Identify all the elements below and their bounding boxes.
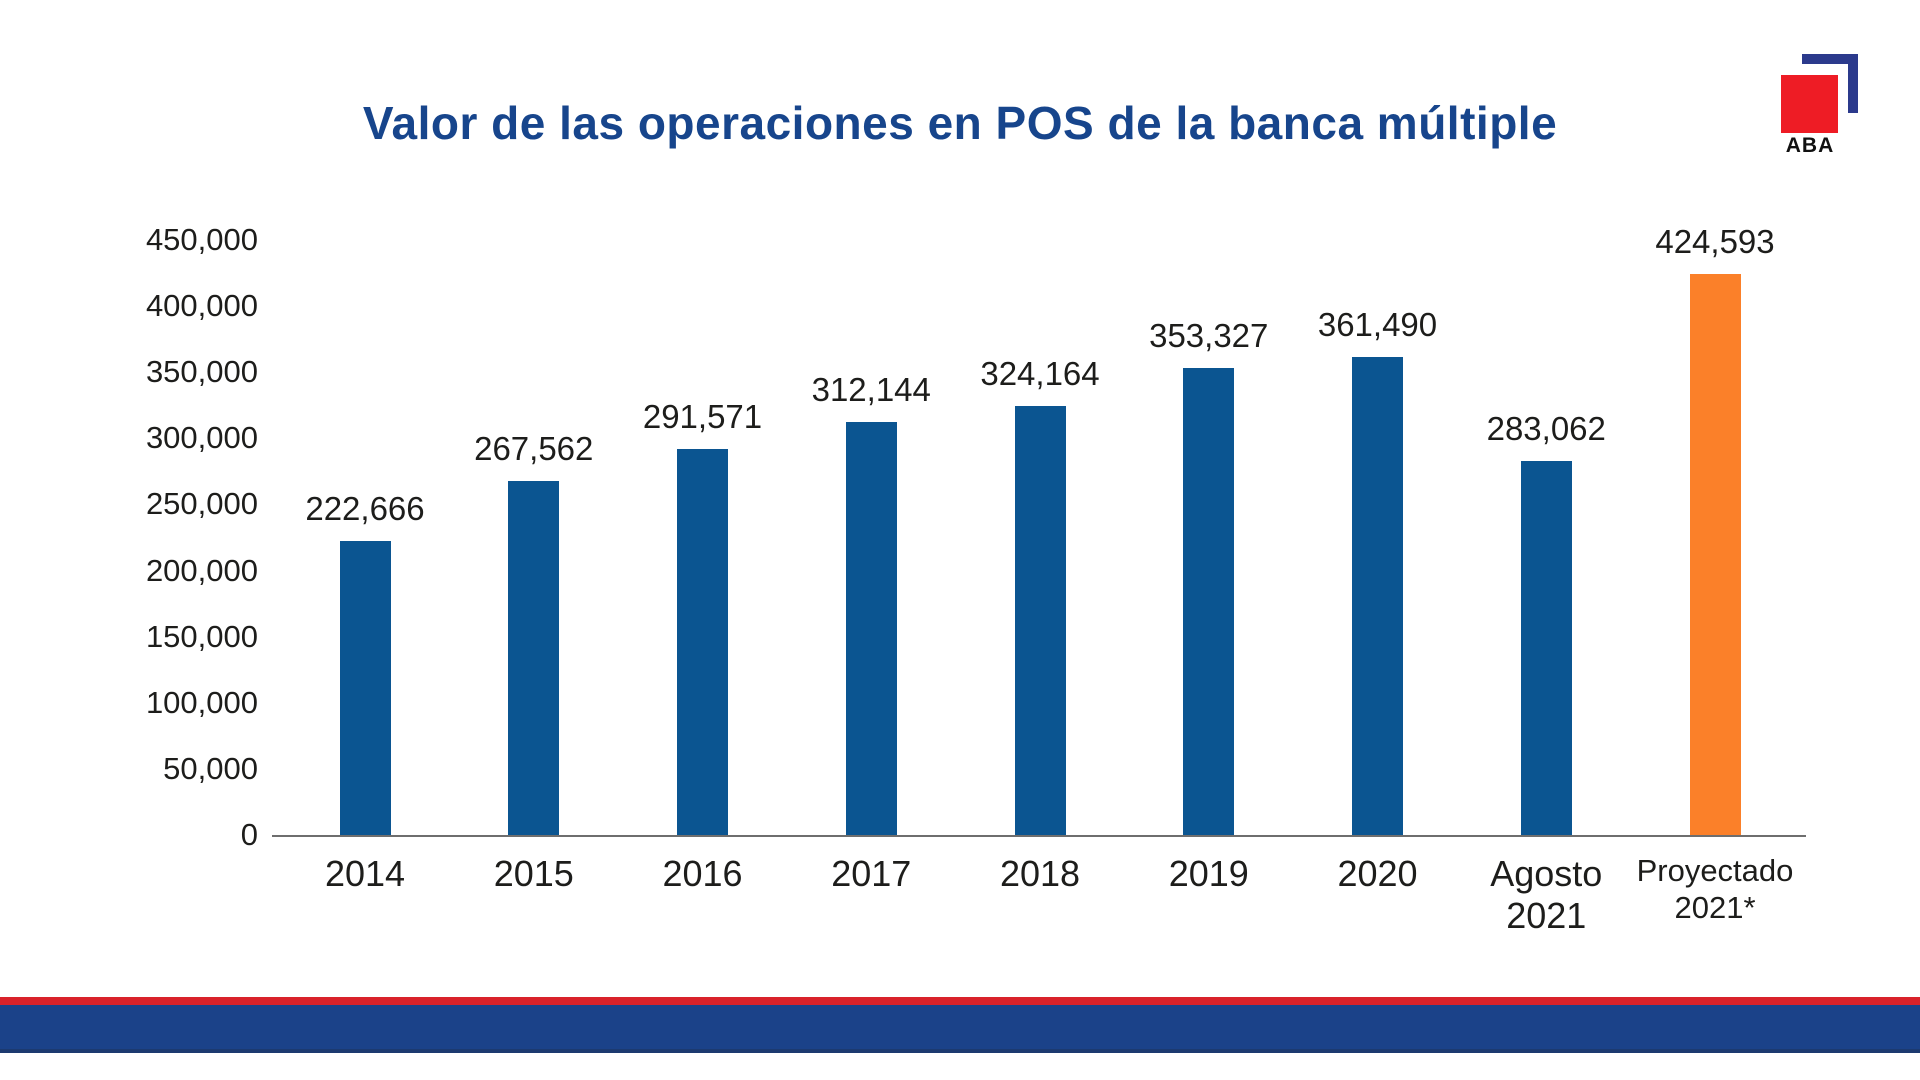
- footer-navy-line: [0, 1049, 1920, 1053]
- value-label-2020: 361,490: [1317, 306, 1438, 343]
- y-axis-tick-label: 300,000: [145, 420, 258, 456]
- value-label-2016: 291,571: [642, 398, 763, 435]
- footer-red-stripe: [0, 997, 1920, 1005]
- y-axis-tick-label: 150,000: [145, 618, 258, 654]
- y-axis-tick-label: 250,000: [145, 486, 258, 522]
- bar-2016: [677, 449, 728, 835]
- x-axis-label-2017: 2017: [831, 853, 912, 894]
- y-axis-tick-label: 100,000: [145, 684, 258, 720]
- chart-title: Valor de las operaciones en POS de la ba…: [362, 97, 1558, 149]
- y-axis-tick-label: 50,000: [163, 750, 258, 786]
- bar-2018: [1014, 406, 1066, 835]
- logo-corner-bracket-icon: [1848, 54, 1858, 113]
- value-label-agosto-2021: 283,062: [1486, 410, 1606, 447]
- x-axis-label-agosto-2021: Agosto 2021: [1490, 853, 1603, 937]
- x-axis-label-2020: 2020: [1337, 853, 1418, 894]
- value-label-2017: 312,144: [811, 371, 931, 408]
- bar-2017: [845, 422, 897, 835]
- value-label-2014: 222,666: [305, 490, 425, 527]
- footer-blue-band: [0, 1005, 1920, 1049]
- value-label-2019: 353,327: [1149, 317, 1269, 354]
- x-axis-label-2018: 2018: [999, 853, 1081, 894]
- x-axis-line: [272, 835, 1806, 837]
- x-axis-label-2014: 2014: [324, 853, 406, 894]
- bar-proyectado-2021-: [1689, 274, 1741, 835]
- y-axis-tick-label: 0: [240, 817, 258, 852]
- x-axis-label-2019: 2019: [1168, 853, 1249, 894]
- y-axis-tick-label: 350,000: [145, 354, 258, 390]
- x-axis-label-proyectado-2021-: Proyectado 2021*: [1636, 853, 1794, 925]
- value-label-2018: 324,164: [980, 355, 1100, 392]
- bar-2015: [508, 481, 560, 835]
- y-axis-tick-label: 400,000: [145, 288, 258, 324]
- bar-2019: [1183, 368, 1235, 835]
- bar-agosto-2021: [1520, 461, 1572, 835]
- y-axis-tick-label: 200,000: [145, 552, 258, 588]
- logo-red-square-icon: [1781, 75, 1838, 133]
- plot-area: 0 50,000 100,000 150,000 200,000 250,000 300,0…: [146, 222, 1806, 936]
- logo-text: ABA: [1785, 134, 1835, 157]
- value-label-proyectado-2021-: 424,593: [1655, 223, 1775, 260]
- logo-corner-bracket-icon: [1802, 54, 1858, 64]
- bar-2014: [339, 541, 391, 835]
- x-axis-label-2016: 2016: [662, 853, 743, 894]
- aba-logo: ABA: [1781, 54, 1861, 164]
- bar-2020: [1352, 357, 1403, 835]
- y-axis-tick-label: 450,000: [145, 222, 258, 257]
- value-label-2015: 267,562: [474, 430, 594, 467]
- x-axis-label-2015: 2015: [493, 853, 574, 894]
